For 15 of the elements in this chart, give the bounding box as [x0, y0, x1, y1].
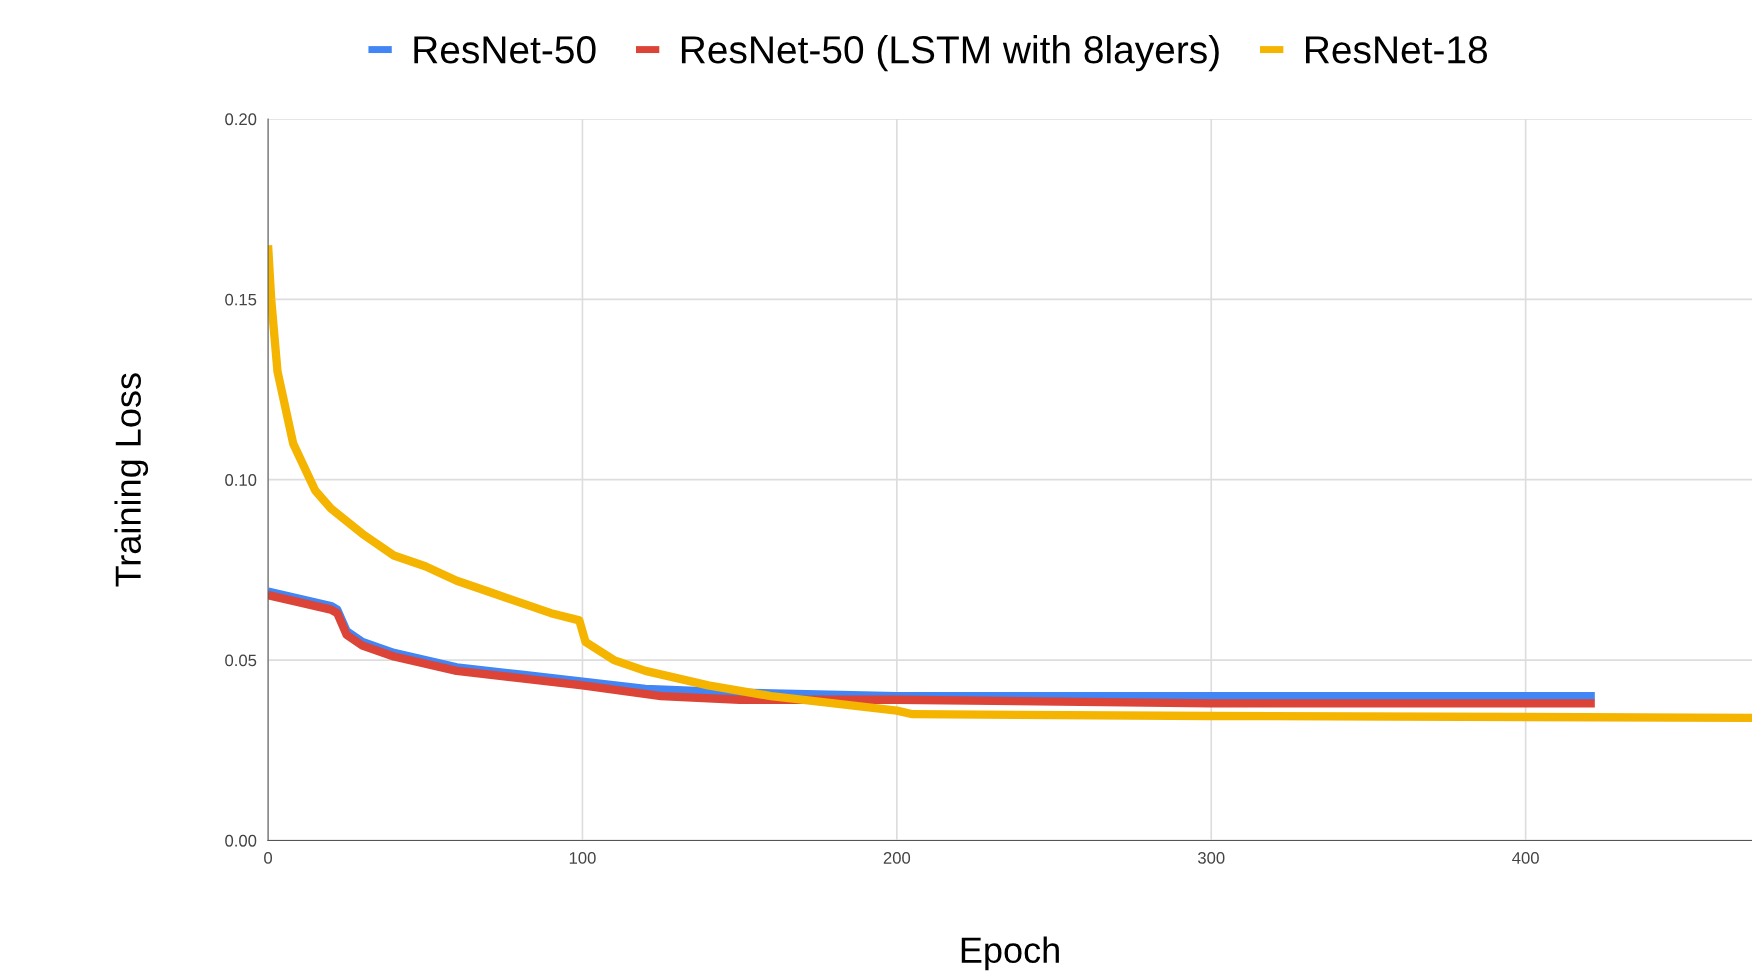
x-tick-label: 200 — [883, 852, 911, 864]
x-tick-label: 0 — [264, 852, 273, 864]
x-tick-label: 400 — [1512, 852, 1539, 864]
legend-label: ResNet-50 — [414, 36, 596, 64]
y-tick-label: 0.10 — [225, 474, 257, 486]
x-tick-label: 100 — [569, 852, 596, 864]
y-axis-title: Training Loss — [114, 373, 149, 587]
y-tick-label: 0.20 — [225, 113, 257, 126]
legend-label: ResNet-50 (LSTM with 8layers) — [681, 35, 1219, 72]
y-tick-label: 0.05 — [225, 654, 257, 667]
x-axis-title: Epoch — [961, 936, 1059, 971]
y-tick-label: 0.15 — [225, 293, 257, 306]
x-tick-label: 300 — [1197, 852, 1225, 864]
legend-label: ResNet-18 — [1306, 36, 1488, 64]
y-tick-label: 0.00 — [225, 834, 257, 847]
